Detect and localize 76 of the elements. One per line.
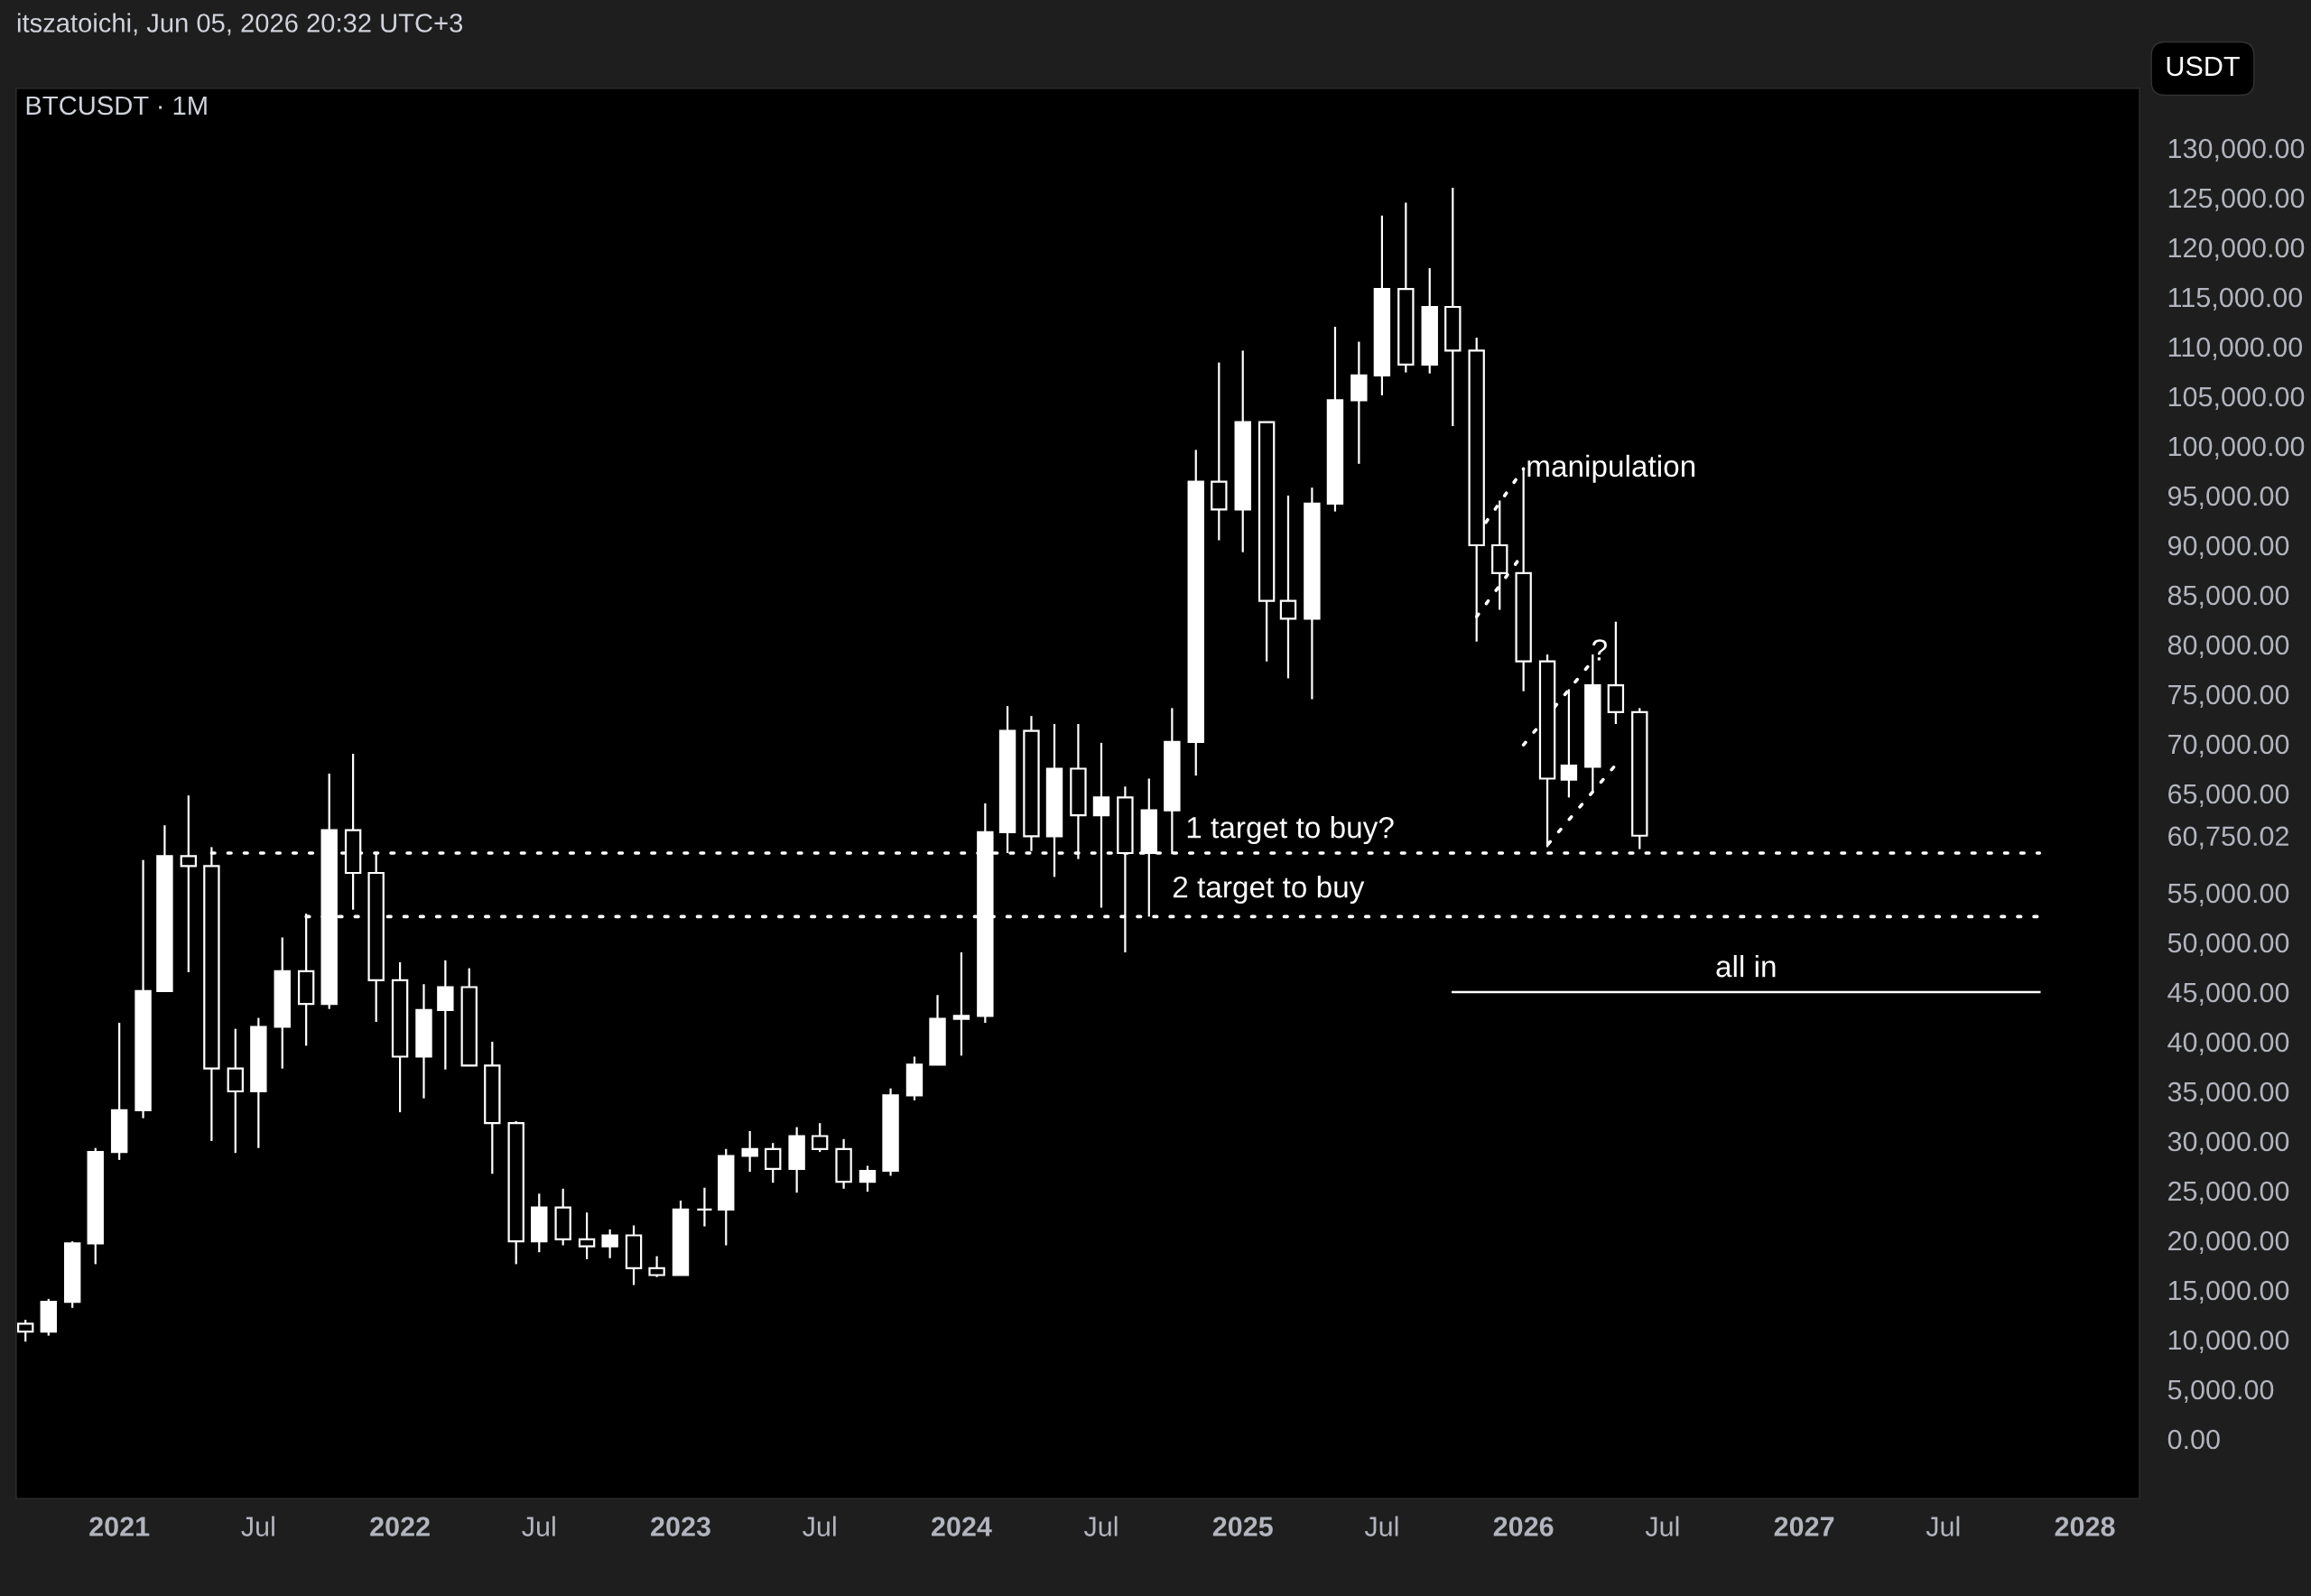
x-tick-label: Jul	[1083, 1516, 1118, 1536]
x-tick-label: Jul	[1926, 1516, 1960, 1536]
candlestick	[227, 1027, 244, 1155]
x-tick-label: 2022	[370, 1517, 430, 1536]
y-tick-label: 50,000.00	[2167, 933, 2289, 956]
candlestick	[1373, 214, 1391, 397]
candlestick	[1234, 349, 1251, 553]
y-tick-label: 55,000.00	[2167, 883, 2289, 906]
chart-title: BTCUSDT · 1M	[26, 96, 207, 116]
text: itszatoichi, Jun 05, 2026 20:32 UTC+3	[17, 13, 463, 36]
y-tick-label: 105,000.00	[2168, 386, 2305, 410]
candlestick	[391, 960, 409, 1114]
x-tick-label: 2023	[651, 1517, 710, 1536]
candlestick	[1444, 186, 1462, 428]
y-tick-label: 25,000.00	[2168, 1181, 2289, 1204]
y-tick-label: 35,000.00	[2167, 1081, 2289, 1105]
y-tick-label: 120,000.00	[2168, 237, 2305, 261]
candlestick	[696, 1186, 713, 1228]
candlestick	[180, 794, 198, 974]
y-tick-label: 115,000.00	[2168, 287, 2303, 311]
annotation: 1 target to buy?	[1187, 816, 1394, 845]
candlestick	[1258, 421, 1276, 663]
y-tick-label: 110,000.00	[2168, 337, 2303, 360]
y-tick-label: 20,000.00	[2168, 1230, 2289, 1254]
x-tick-label: 2021	[89, 1517, 150, 1536]
x-tick-label: 2027	[1774, 1517, 1834, 1536]
candlestick	[484, 1040, 501, 1175]
x-tick-label: Jul	[803, 1516, 836, 1536]
candlestick	[460, 967, 478, 1067]
candlestick	[156, 824, 173, 993]
y-tick-label: 10,000.00	[2168, 1330, 2289, 1353]
y-tick-label: 90,000.00	[2167, 535, 2289, 559]
candlestick	[415, 983, 432, 1100]
candlestick	[274, 936, 291, 1070]
y-tick-label: 85,000.00	[2167, 585, 2289, 608]
y-tick-label: 100,000.00	[2168, 436, 2305, 459]
y-tick-label: 125,000.00	[2168, 188, 2305, 211]
candlestick	[835, 1137, 852, 1190]
candlestick	[437, 959, 454, 1071]
y-tick-label: 0.00	[2167, 1429, 2220, 1450]
annotation: 2 target to buy	[1173, 876, 1365, 905]
candlestick	[882, 1087, 899, 1177]
x-tick-label: Jul	[1364, 1516, 1398, 1536]
y-tick-label: 30,000.00	[2167, 1131, 2289, 1155]
y-tick-label: 40,000.00	[2167, 1032, 2289, 1055]
y-tick-label: 130,000.00	[2168, 138, 2305, 162]
candlestick	[929, 994, 946, 1066]
y-tick-label: 80,000.00	[2167, 635, 2289, 658]
candlestick	[952, 951, 970, 1057]
candlestick	[135, 858, 152, 1119]
annotation: ?	[1592, 639, 1607, 661]
x-tick-label: 2025	[1212, 1517, 1273, 1536]
y-tick-label: 5,000.00	[2167, 1379, 2274, 1403]
candlestick	[1350, 340, 1368, 465]
y-tick-label: 65,000.00	[2168, 784, 2289, 807]
y-tick-label: 95,000.00	[2167, 486, 2289, 509]
x-tick-label: 2028	[2055, 1517, 2115, 1536]
y-tick-label: 75,000.00	[2168, 684, 2289, 708]
candlestick	[1279, 494, 1297, 680]
y-tick-label: 70,000.00	[2168, 734, 2289, 757]
text: USDT	[2167, 56, 2240, 77]
y-tick-label: 45,000.00	[2167, 982, 2289, 1006]
y-tick-label: 60,750.02	[2168, 826, 2288, 849]
y-tick-label: 15,000.00	[2168, 1280, 2289, 1304]
candlestick	[1304, 487, 1321, 701]
x-tick-label: Jul	[1645, 1516, 1679, 1536]
candlestick	[1045, 722, 1063, 878]
x-tick-label: 2024	[932, 1517, 992, 1536]
x-tick-label: Jul	[522, 1516, 555, 1536]
candlestick	[1211, 361, 1228, 542]
x-tick-label: 2026	[1493, 1517, 1554, 1536]
candlestick	[1187, 449, 1204, 777]
candlestick	[1092, 741, 1110, 909]
annotation: manipulation	[1527, 454, 1695, 483]
x-tick-label: Jul	[241, 1516, 274, 1536]
annotation: all in	[1716, 955, 1776, 978]
